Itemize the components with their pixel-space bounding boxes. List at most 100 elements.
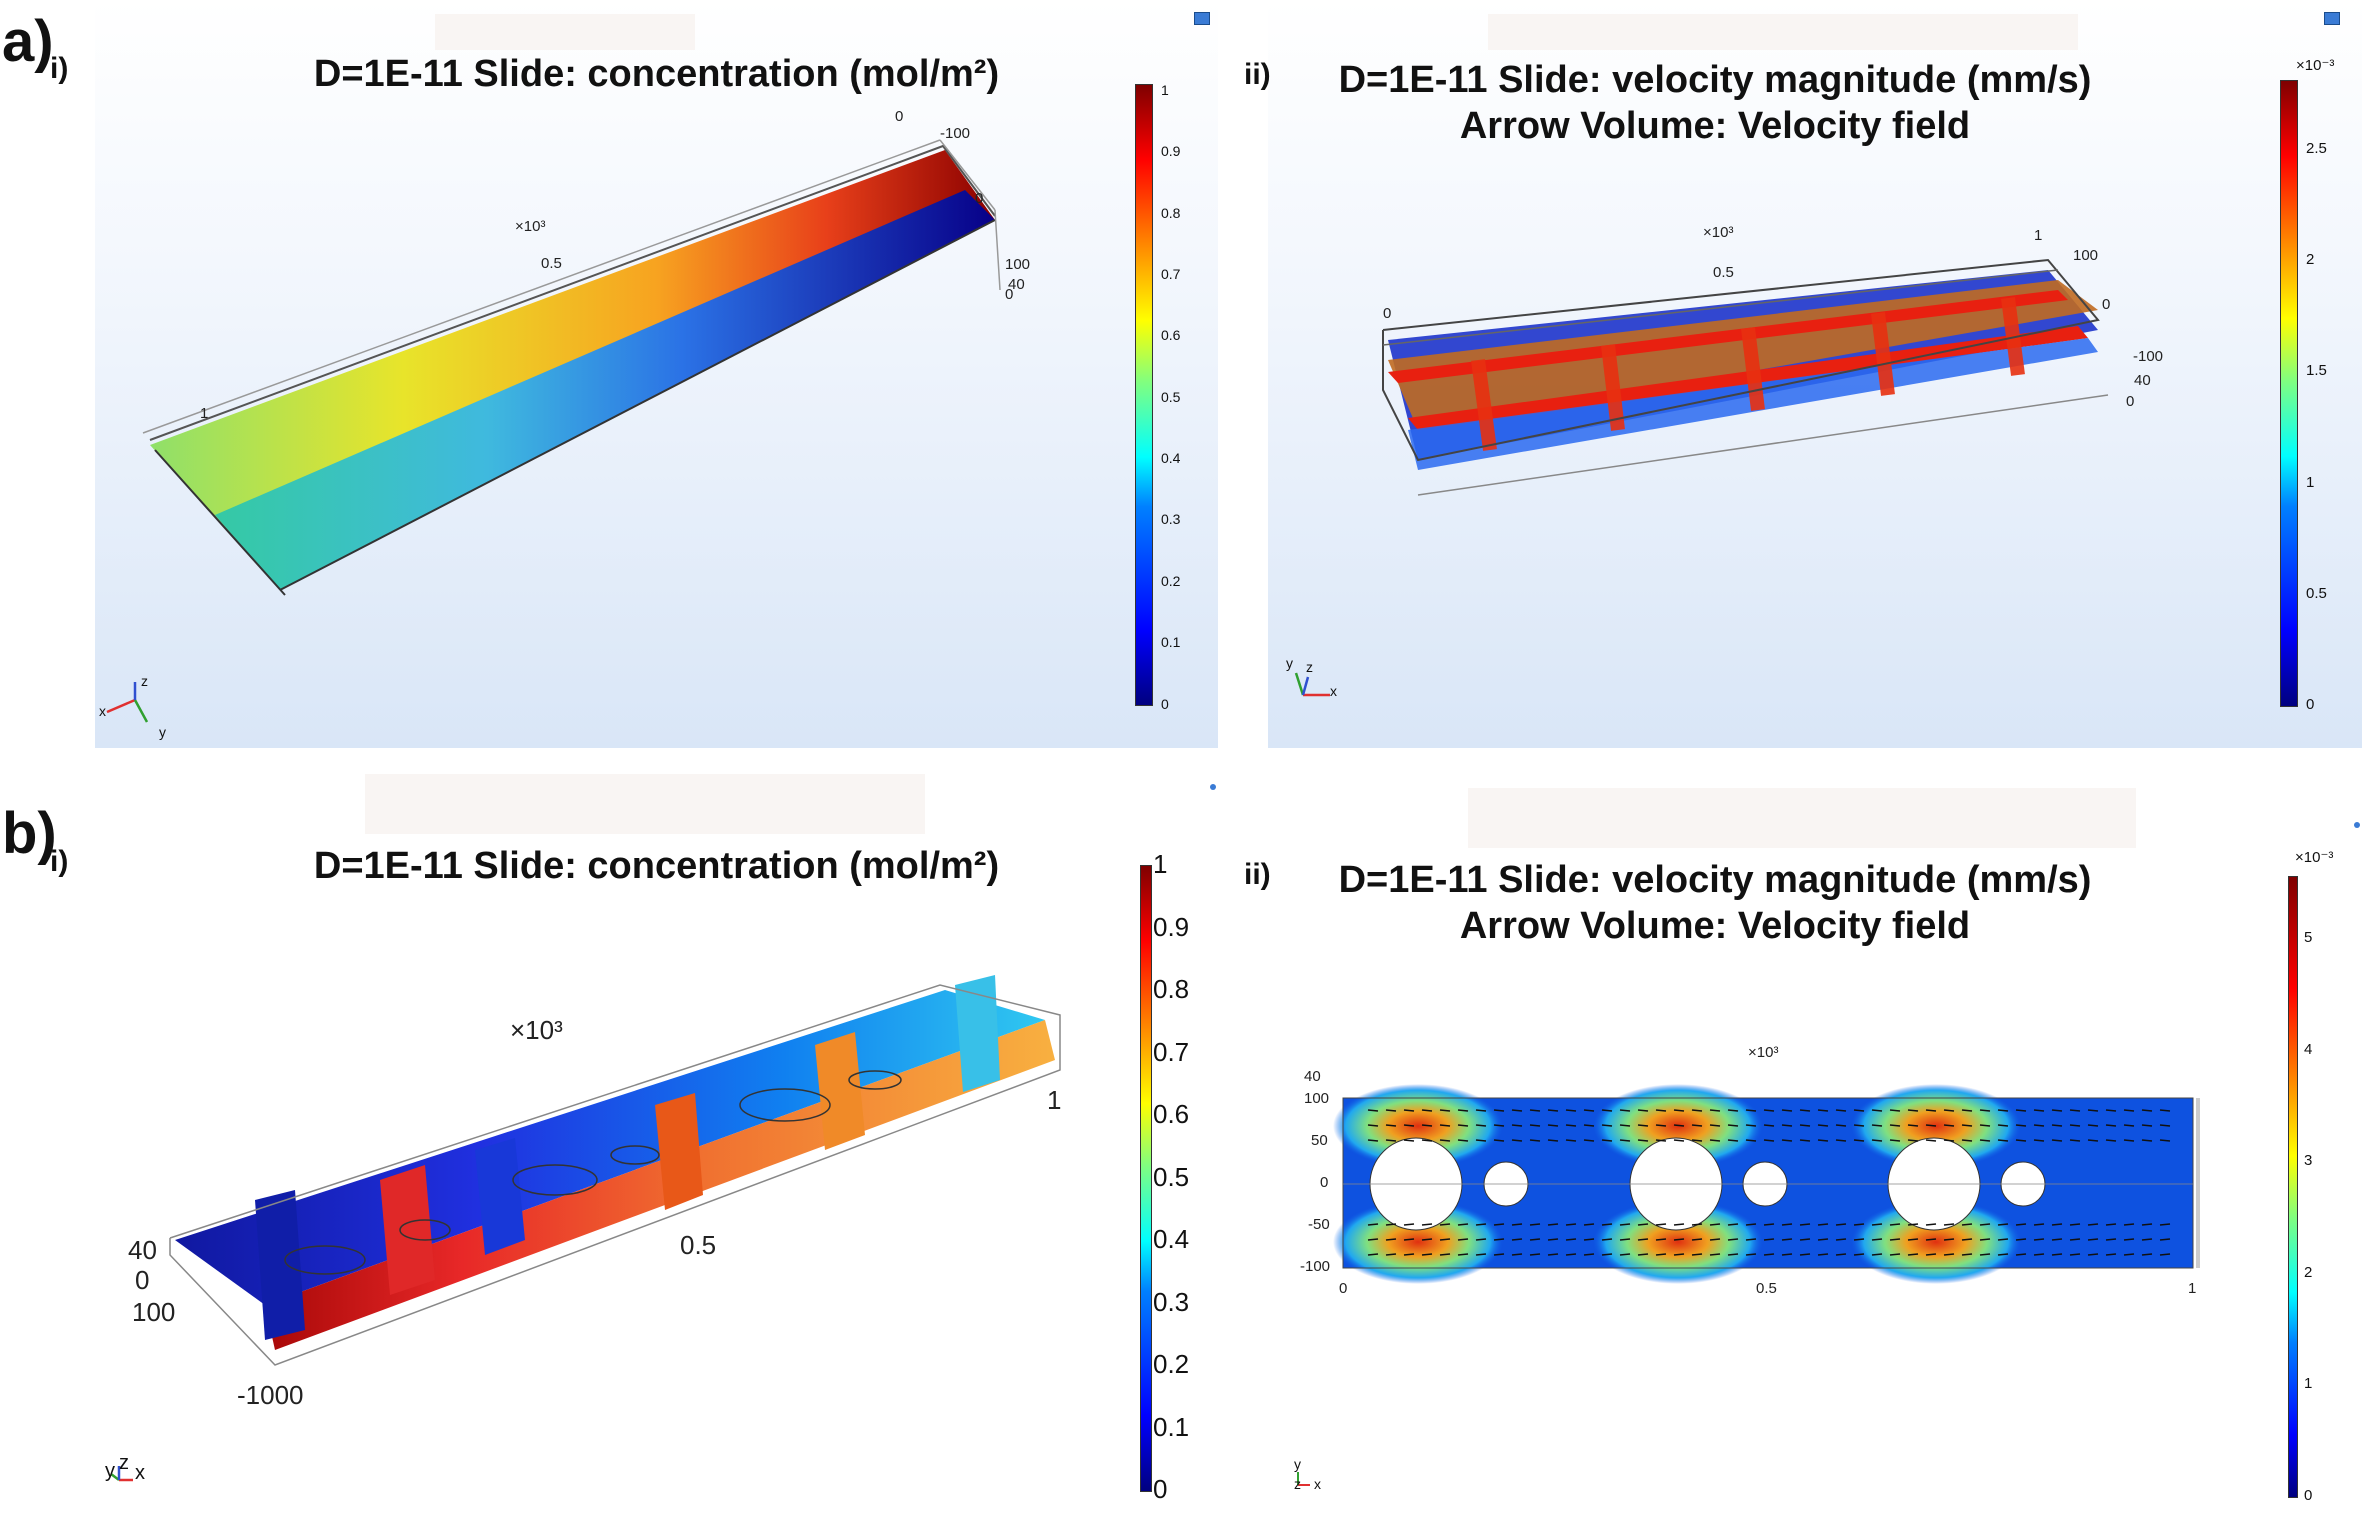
- axis-tick-0c: 0: [2126, 393, 2135, 410]
- velocity-arrow: [1475, 1139, 1487, 1142]
- velocity-arrow: [1691, 1124, 1703, 1127]
- velocity-arrow: [1457, 1253, 1469, 1256]
- velocity-arrow: [1367, 1253, 1379, 1256]
- velocity-arrow: [1727, 1139, 1739, 1142]
- velocity-arrow: [1763, 1124, 1775, 1127]
- velocity-arrow: [1691, 1223, 1703, 1226]
- velocity-arrow: [1745, 1124, 1757, 1127]
- velocity-arrow: [1709, 1139, 1721, 1142]
- velocity-arrow: [1871, 1139, 1883, 1142]
- colorbar-tick-label: 0.5: [2306, 584, 2327, 602]
- velocity-arrow: [1511, 1139, 1523, 1142]
- velocity-arrow: [1403, 1109, 1415, 1112]
- colorbar-exponent: ×10⁻³: [2296, 57, 2335, 74]
- velocity-arrow: [1655, 1238, 1667, 1241]
- velocity-arrow: [1727, 1223, 1739, 1226]
- velocity-arrow: [1475, 1124, 1487, 1127]
- axis-triad: [106, 682, 149, 723]
- velocity-arrow: [1439, 1223, 1451, 1226]
- colorbar-tick-label: 1: [1153, 849, 1168, 880]
- axis-tick-40: 40: [1008, 276, 1025, 293]
- velocity-arrow: [1583, 1124, 1595, 1127]
- velocity-arrow: [1997, 1124, 2009, 1127]
- velocity-arrow: [1457, 1238, 1469, 1241]
- velocity-arrow: [1925, 1238, 1937, 1241]
- velocity-arrow: [1403, 1124, 1415, 1127]
- colorbar: [2280, 80, 2298, 707]
- axis-tick-neg100: -1000: [237, 1380, 304, 1410]
- velocity-arrow: [1637, 1139, 1649, 1142]
- velocity-arrow: [1493, 1238, 1505, 1241]
- velocity-arrow: [1979, 1223, 1991, 1226]
- axis-scale: ×10³: [515, 218, 546, 235]
- axis-tick-0.5: 0.5: [680, 1230, 717, 1260]
- colorbar-tick-label: 0.9: [1153, 911, 1190, 942]
- figure-label-b: b): [2, 801, 57, 866]
- velocity-arrow: [1529, 1124, 1541, 1127]
- velocity-arrow: [1961, 1124, 1973, 1127]
- axis-tick-y-100: -100: [1300, 1258, 1331, 1275]
- velocity-arrow: [1511, 1223, 1523, 1226]
- velocity-arrow: [1583, 1238, 1595, 1241]
- velocity-arrow: [1925, 1223, 1937, 1226]
- velocity-arrow: [1853, 1223, 1865, 1226]
- colorbar: [1140, 865, 1152, 1492]
- velocity-arrow: [2069, 1223, 2081, 1226]
- velocity-arrow: [1907, 1223, 1919, 1226]
- velocity-arrow: [2105, 1238, 2117, 1241]
- velocity-arrow: [2087, 1238, 2099, 1241]
- velocity-arrow: [1781, 1109, 1793, 1112]
- axis-tick-1: 1: [2034, 227, 2043, 244]
- triad-z: z: [141, 673, 148, 689]
- axis-tick-y-50: -50: [1308, 1216, 1330, 1233]
- colorbar-tick-label: 0.4: [1161, 450, 1181, 467]
- velocity-arrow: [1619, 1139, 1631, 1142]
- axis-tick-0: 0: [895, 108, 904, 125]
- window-icon: [1210, 784, 1216, 790]
- velocity-arrow: [1619, 1223, 1631, 1226]
- velocity-arrow: [1943, 1109, 1955, 1112]
- velocity-arrow: [1601, 1109, 1613, 1112]
- velocity-arrow: [1637, 1124, 1649, 1127]
- colorbar-tick-label: 1: [2304, 1375, 2313, 1393]
- velocity-arrow: [1529, 1253, 1541, 1256]
- velocity-arrow: [1763, 1109, 1775, 1112]
- velocity-arrow: [2069, 1139, 2081, 1142]
- sublabel-a-i: i): [50, 52, 69, 85]
- velocity-arrow: [2141, 1253, 2153, 1256]
- axis-triad: [1294, 672, 1330, 697]
- velocity-arrow: [1421, 1253, 1433, 1256]
- axis-triad: [110, 1466, 133, 1482]
- header-blank: [365, 774, 925, 834]
- velocity-arrow: [1889, 1238, 1901, 1241]
- velocity-arrow: [1385, 1238, 1397, 1241]
- velocity-arrow: [1925, 1109, 1937, 1112]
- cross-slices: [255, 975, 1000, 1340]
- velocity-arrow: [1385, 1253, 1397, 1256]
- velocity-arrow: [1853, 1109, 1865, 1112]
- velocity-arrow: [2051, 1139, 2063, 1142]
- axis-tick-100: 100: [2073, 247, 2099, 264]
- header-blank: [435, 14, 695, 50]
- velocity-arrow: [2123, 1223, 2135, 1226]
- colorbar-tick-label: 1: [1161, 81, 1169, 98]
- velocity-arrow: [2123, 1124, 2135, 1127]
- axis-tick-40: 40: [128, 1235, 157, 1265]
- velocity-arrow: [1763, 1238, 1775, 1241]
- velocity-arrow: [1943, 1223, 1955, 1226]
- velocity-arrow: [1691, 1109, 1703, 1112]
- axis-tick-100: 100: [1005, 256, 1031, 273]
- triad-y: y: [105, 1460, 115, 1482]
- velocity-arrow: [1511, 1124, 1523, 1127]
- velocity-arrow: [2033, 1253, 2045, 1256]
- velocity-arrow: [2141, 1109, 2153, 1112]
- velocity-arrow: [2087, 1124, 2099, 1127]
- channel-red-band-1: [1388, 290, 2068, 383]
- velocity-arrow: [2051, 1109, 2063, 1112]
- colorbar-tick-label: 0.8: [1153, 974, 1190, 1005]
- velocity-arrow: [1439, 1109, 1451, 1112]
- axis-tick-0.5: 0.5: [1713, 264, 1734, 281]
- velocity-arrow: [1565, 1238, 1577, 1241]
- velocity-arrow: [1727, 1109, 1739, 1112]
- velocity-arrow: [2159, 1109, 2171, 1112]
